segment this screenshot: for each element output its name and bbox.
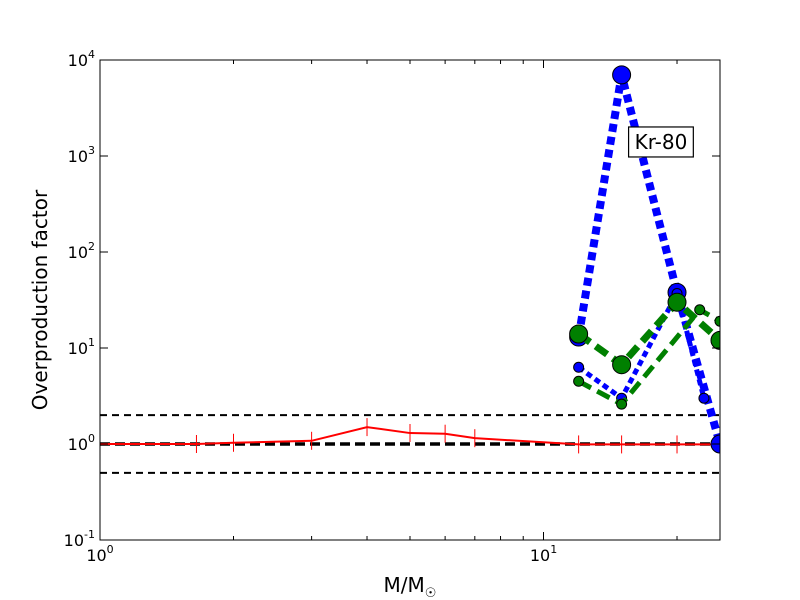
series-line bbox=[577, 286, 707, 402]
x-tick-label: 100 bbox=[86, 543, 113, 565]
series bbox=[573, 304, 720, 410]
series-line bbox=[577, 306, 720, 408]
data-point bbox=[616, 398, 628, 410]
y-tick-exponent: 4 bbox=[88, 48, 95, 61]
x-tick-exponent: 1 bbox=[550, 543, 557, 556]
plot-background bbox=[100, 60, 720, 540]
annotation-label: Kr-80 bbox=[635, 130, 688, 154]
series-line bbox=[100, 426, 720, 446]
series bbox=[569, 292, 720, 375]
data-point bbox=[573, 361, 585, 373]
data-point bbox=[710, 330, 720, 350]
data-point bbox=[694, 304, 706, 316]
series-line bbox=[574, 73, 720, 446]
y-axis-label: Overproduction factor bbox=[28, 189, 52, 410]
annotation-box-frame bbox=[627, 126, 694, 158]
y-tick-label: 101 bbox=[68, 336, 95, 358]
y-tick-exponent: 3 bbox=[88, 144, 95, 157]
y-tick-base: 10 bbox=[68, 435, 88, 454]
x-axis-label: M/M☉ bbox=[384, 573, 437, 600]
data-point bbox=[573, 375, 585, 387]
y-tick-base: 10 bbox=[68, 243, 88, 262]
data-point bbox=[698, 392, 710, 404]
series-line bbox=[576, 297, 720, 370]
y-tick-exponent: 0 bbox=[88, 432, 95, 445]
data-point bbox=[667, 292, 687, 312]
y-tick-base: 10 bbox=[68, 51, 88, 70]
data-point bbox=[612, 355, 632, 375]
series-layer bbox=[100, 65, 720, 454]
data-point bbox=[714, 315, 720, 327]
x-tick-base: 10 bbox=[530, 546, 550, 565]
y-tick-base: 10 bbox=[68, 339, 88, 358]
y-tick-base: 10 bbox=[68, 147, 88, 166]
y-tick-label: 104 bbox=[68, 48, 95, 70]
y-tick-label: 102 bbox=[68, 240, 95, 262]
y-tick-label: 100 bbox=[68, 432, 95, 454]
x-axis-label-symbol: ☉ bbox=[425, 586, 437, 600]
x-tick-label: 101 bbox=[530, 543, 557, 565]
y-tick-label: 103 bbox=[68, 144, 95, 166]
x-tick-base: 10 bbox=[86, 546, 106, 565]
data-point bbox=[612, 65, 632, 85]
x-tick-exponent: 0 bbox=[107, 543, 114, 556]
data-point bbox=[569, 324, 589, 344]
y-tick-label: 10-1 bbox=[64, 528, 95, 550]
annotation-box: Kr-80 bbox=[627, 126, 694, 158]
x-axis-label-text: M/M bbox=[384, 573, 425, 597]
y-tick-exponent: -1 bbox=[84, 528, 95, 541]
series bbox=[100, 418, 720, 454]
y-tick-exponent: 2 bbox=[88, 240, 95, 253]
y-tick-base: 10 bbox=[64, 531, 84, 550]
y-tick-exponent: 1 bbox=[88, 336, 95, 349]
